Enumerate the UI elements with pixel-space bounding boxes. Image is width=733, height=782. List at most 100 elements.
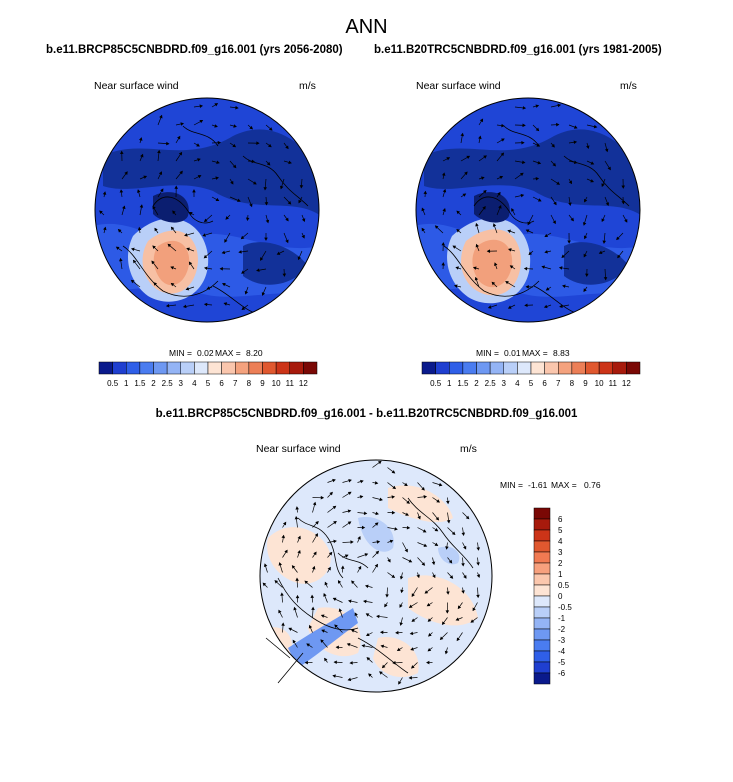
wind-vector-head [586, 145, 590, 150]
wind-vector-head [590, 179, 594, 183]
wind-vector-head [349, 661, 353, 665]
wind-vector-head [445, 546, 449, 550]
wind-vector-head [324, 581, 328, 586]
wind-vector-head [215, 197, 220, 202]
panel-1-colorbar-tick-label: 1 [124, 379, 129, 388]
wind-vector-head [421, 227, 425, 232]
wind-vector-head [313, 551, 317, 556]
panel-3-field-label: Near surface wind [256, 443, 341, 455]
wind-vector-head [152, 245, 156, 249]
panel-2-units: m/s [620, 80, 637, 92]
panel-3-colorbar-swatch [533, 606, 551, 619]
wind-vector-head [463, 545, 467, 550]
wind-vector-head [350, 540, 354, 544]
wind-vector-head [332, 674, 336, 678]
wind-vector-head [214, 103, 219, 107]
wind-vector-head [573, 140, 578, 145]
panel-3-polar-map [259, 459, 493, 693]
wind-vector-head [278, 609, 282, 614]
wind-vector-head [499, 175, 504, 180]
wind-vector-head [396, 647, 401, 652]
wind-vector-head [598, 250, 603, 254]
wind-vector-head [522, 106, 527, 110]
panel-2-colorbar-tick-label: 1.5 [457, 379, 469, 388]
wind-vector-head [535, 176, 540, 181]
wind-vector-head [556, 181, 561, 185]
wind-vector-head [348, 479, 352, 483]
wind-vector-head [475, 243, 479, 248]
wind-vector-head [115, 246, 120, 250]
wind-vector-head [274, 580, 279, 584]
figure-title: ANN [345, 16, 388, 38]
wind-vector-head [206, 286, 211, 290]
wind-vector-head [287, 200, 292, 205]
wind-vector-head [374, 563, 378, 568]
wind-vector-head [475, 222, 479, 227]
panel-1-colorbar-swatch [262, 361, 277, 375]
wind-vector-head [590, 161, 595, 165]
wind-vector-head [442, 188, 447, 193]
wind-vector-head [400, 589, 404, 594]
wind-vector-head [363, 511, 368, 516]
wind-vector-head [260, 257, 264, 261]
panel-1-colorbar-tick-label: 1.5 [134, 379, 146, 388]
wind-vector-head [479, 118, 484, 123]
wind-vector-head [552, 220, 556, 225]
panel-2-polar-map [415, 97, 641, 323]
wind-vector-head [363, 599, 367, 604]
panel-1-colorbar: 0.5 1 1.5 2 2.5 3 4 5 6 7 8 9 10 11 12 [98, 361, 318, 388]
wind-vector-head [421, 486, 425, 491]
wind-vector-head [524, 303, 528, 308]
wind-vector-head [232, 143, 237, 148]
panel-2-wind-vectors [421, 103, 628, 309]
wind-vector-head [347, 677, 352, 682]
wind-vector-head [525, 285, 529, 289]
wind-vector-head [476, 562, 480, 566]
panel-1-colorbar-tick-label: 9 [260, 379, 265, 388]
wind-vector-head [602, 240, 607, 244]
wind-vector-head [624, 218, 628, 223]
wind-vector-head [365, 632, 370, 636]
panel-3-max-value: 0.76 [584, 480, 601, 490]
panel-3-colorbar-swatch [533, 650, 551, 663]
wind-vector-head [264, 202, 269, 206]
wind-vector-head [230, 180, 234, 185]
wind-vector-head [380, 630, 384, 635]
panel-1-colorbar-swatch [235, 361, 250, 375]
wind-vector-head [399, 622, 403, 626]
wind-vector-head [428, 633, 432, 637]
wind-vector-head [298, 199, 302, 204]
panel-2-colorbar-tick-label: 7 [556, 379, 561, 388]
wind-vector-head [214, 124, 218, 128]
panel-1-polar-map [94, 97, 320, 323]
wind-vector-head [364, 553, 369, 557]
wind-vector-head [262, 582, 267, 587]
panel-3-colorbar-swatch [533, 595, 551, 608]
wind-vector-head [461, 563, 465, 567]
wind-vector-head [285, 217, 289, 222]
wind-vector-head [347, 599, 352, 603]
wind-vector-head [379, 497, 383, 502]
panel-2-colorbar-tick-label: 6 [542, 379, 547, 388]
panel-1-colorbar-swatch [194, 361, 209, 375]
wind-vector-head [157, 149, 161, 154]
wind-vector-head [621, 201, 626, 205]
wind-vector-head [463, 575, 467, 579]
wind-vector-head [442, 208, 446, 212]
panel-1-units: m/s [299, 80, 316, 92]
wind-vector-head [306, 643, 310, 647]
wind-vector-head [435, 516, 440, 521]
wind-vector-head [521, 160, 526, 165]
panel-2-colorbar-swatch [598, 361, 613, 375]
wind-vector-head [391, 510, 396, 515]
wind-vector-head [494, 262, 498, 266]
wind-vector-head [411, 618, 416, 622]
panel-2-field-label: Near surface wind [416, 80, 501, 92]
wind-vector-head [507, 305, 512, 309]
wind-vector-head [347, 521, 352, 525]
wind-vector-head [455, 617, 460, 621]
wind-vector-head [224, 239, 228, 243]
wind-vector-head [276, 251, 281, 255]
wind-vector-head [449, 575, 454, 579]
wind-vector-head [235, 105, 239, 110]
